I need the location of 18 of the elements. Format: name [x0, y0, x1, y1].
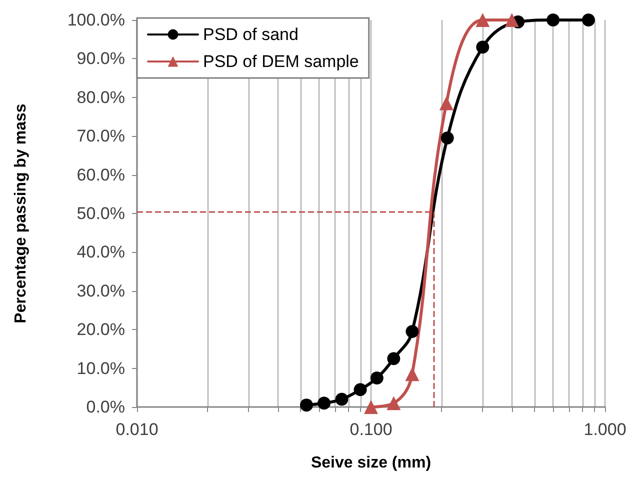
- x-tick-label: 0.100: [350, 420, 392, 439]
- y-tick-label: 40.0%: [76, 242, 125, 262]
- x-tick-label: 1.000: [584, 420, 626, 439]
- y-tick-label: 10.0%: [76, 358, 125, 378]
- y-tick-label: 100.0%: [67, 10, 125, 30]
- legend-label: PSD of DEM sample: [203, 52, 359, 71]
- y-tick-label: 70.0%: [76, 126, 125, 146]
- y-tick-label: 80.0%: [76, 88, 125, 107]
- x-tick-label: 0.010: [116, 420, 158, 439]
- y-tick-label: 50.0%: [76, 204, 125, 223]
- x-axis-title: Seive size (mm): [310, 454, 432, 472]
- y-tick-label: 20.0%: [76, 320, 125, 340]
- y-tick-label: 90.0%: [76, 49, 125, 68]
- y-axis-title: Percentage passing by mass: [12, 104, 30, 324]
- legend-label: PSD of sand: [203, 25, 298, 44]
- y-tick-label: 60.0%: [76, 165, 125, 184]
- y-tick-label: 0.0%: [86, 398, 125, 416]
- y-tick-label: 30.0%: [76, 281, 125, 300]
